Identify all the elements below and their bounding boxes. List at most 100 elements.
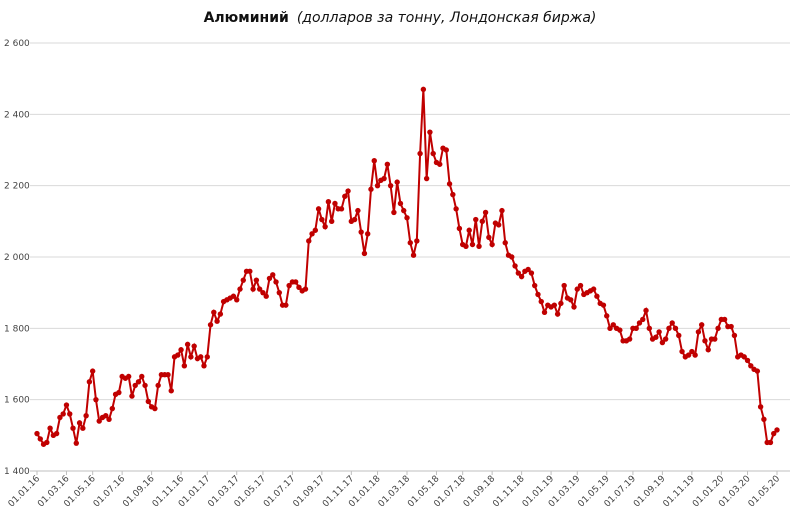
point <box>541 309 548 315</box>
point <box>653 334 659 340</box>
point <box>384 161 391 167</box>
point <box>135 379 142 385</box>
point <box>328 218 335 225</box>
point <box>574 286 580 292</box>
point <box>165 372 171 378</box>
point <box>125 373 132 380</box>
point <box>744 357 751 364</box>
point <box>266 275 273 282</box>
y-tick-label: 2 600 <box>4 39 30 49</box>
point <box>489 241 495 248</box>
point <box>381 175 387 182</box>
point <box>237 286 243 292</box>
point <box>640 316 646 323</box>
point <box>509 254 515 260</box>
y-tick-label: 2 000 <box>4 253 30 263</box>
point <box>230 293 237 299</box>
point <box>479 218 486 225</box>
point <box>450 191 456 198</box>
point <box>325 199 332 205</box>
point <box>414 238 420 244</box>
point <box>748 363 754 369</box>
y-tick-label: 1 600 <box>4 396 30 406</box>
point <box>535 291 541 298</box>
point <box>76 420 83 426</box>
point <box>240 277 246 283</box>
point <box>676 332 682 339</box>
point <box>515 270 522 276</box>
point <box>685 352 692 358</box>
point <box>430 150 436 157</box>
point <box>456 225 463 232</box>
y-tick-label: 2 200 <box>4 182 30 192</box>
point <box>273 279 279 285</box>
point <box>47 425 53 431</box>
chart-subtitle: (долларов за тонну, Лондонская биржа) <box>297 10 597 26</box>
point <box>322 223 328 230</box>
point <box>319 216 325 223</box>
point <box>358 229 364 235</box>
point <box>374 182 381 189</box>
point <box>302 286 309 292</box>
point <box>394 179 400 185</box>
point <box>604 313 610 319</box>
point <box>67 411 73 417</box>
point <box>590 286 597 292</box>
point <box>96 418 102 424</box>
point <box>60 411 66 417</box>
point <box>486 234 492 241</box>
point <box>669 320 675 326</box>
point <box>757 404 764 410</box>
point <box>600 302 607 308</box>
point <box>103 413 109 419</box>
point <box>256 286 263 292</box>
point <box>63 402 70 408</box>
point <box>404 215 410 221</box>
point <box>453 206 459 212</box>
y-tick-label: 2 400 <box>4 110 30 120</box>
point <box>312 227 319 233</box>
point <box>270 272 276 278</box>
point <box>292 279 299 285</box>
point <box>427 129 433 135</box>
point <box>109 405 116 412</box>
point <box>129 393 135 399</box>
point <box>93 396 99 403</box>
point <box>214 318 220 324</box>
point <box>531 282 538 289</box>
point <box>188 354 194 360</box>
point <box>34 430 40 437</box>
point <box>250 286 256 292</box>
point <box>211 309 217 315</box>
point <box>116 389 122 396</box>
point <box>351 216 358 223</box>
point <box>633 325 639 332</box>
point <box>247 268 253 274</box>
point <box>712 336 718 342</box>
point <box>309 231 315 237</box>
point <box>715 325 721 332</box>
point <box>741 354 747 360</box>
point <box>476 243 482 249</box>
point <box>568 297 574 303</box>
point <box>253 277 260 283</box>
point <box>338 206 345 212</box>
point <box>184 341 191 348</box>
point <box>368 186 374 192</box>
point <box>234 297 240 303</box>
point <box>594 293 600 299</box>
point <box>155 382 161 389</box>
point <box>204 354 210 360</box>
point <box>89 368 96 374</box>
point <box>371 158 377 164</box>
point <box>705 347 711 353</box>
point <box>551 302 558 308</box>
point <box>558 300 564 307</box>
point <box>181 363 188 369</box>
point <box>502 240 508 246</box>
point <box>152 405 158 412</box>
point <box>643 307 649 314</box>
point <box>679 348 685 355</box>
point <box>525 266 531 273</box>
point <box>306 238 312 244</box>
